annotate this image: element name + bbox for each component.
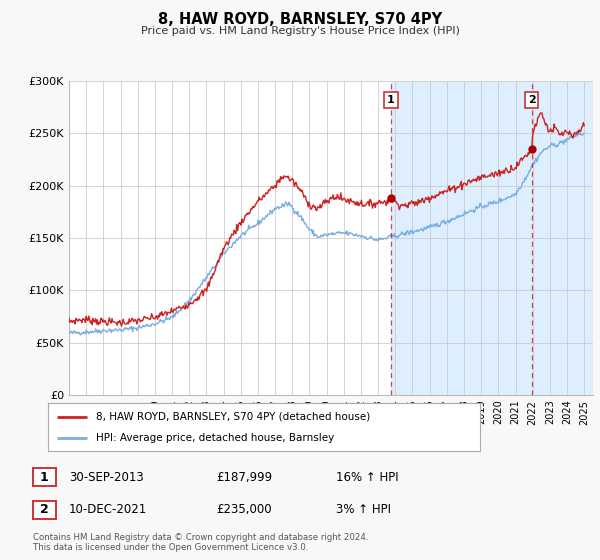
Text: 16% ↑ HPI: 16% ↑ HPI [336,470,398,484]
Text: 8, HAW ROYD, BARNSLEY, S70 4PY (detached house): 8, HAW ROYD, BARNSLEY, S70 4PY (detached… [95,412,370,422]
Text: £187,999: £187,999 [216,470,272,484]
Text: 2: 2 [528,95,536,105]
Text: 8, HAW ROYD, BARNSLEY, S70 4PY: 8, HAW ROYD, BARNSLEY, S70 4PY [158,12,442,27]
Text: £235,000: £235,000 [216,503,272,516]
Text: 10-DEC-2021: 10-DEC-2021 [69,503,147,516]
Text: 2: 2 [40,503,49,516]
Text: HPI: Average price, detached house, Barnsley: HPI: Average price, detached house, Barn… [95,433,334,443]
Text: 30-SEP-2013: 30-SEP-2013 [69,470,144,484]
Bar [391,81,593,395]
Text: Contains HM Land Registry data © Crown copyright and database right 2024.: Contains HM Land Registry data © Crown c… [33,533,368,542]
Text: Price paid vs. HM Land Registry's House Price Index (HPI): Price paid vs. HM Land Registry's House … [140,26,460,36]
Text: 1: 1 [40,470,49,484]
Text: 1: 1 [387,95,395,105]
Text: This data is licensed under the Open Government Licence v3.0.: This data is licensed under the Open Gov… [33,543,308,552]
Text: 3% ↑ HPI: 3% ↑ HPI [336,503,391,516]
